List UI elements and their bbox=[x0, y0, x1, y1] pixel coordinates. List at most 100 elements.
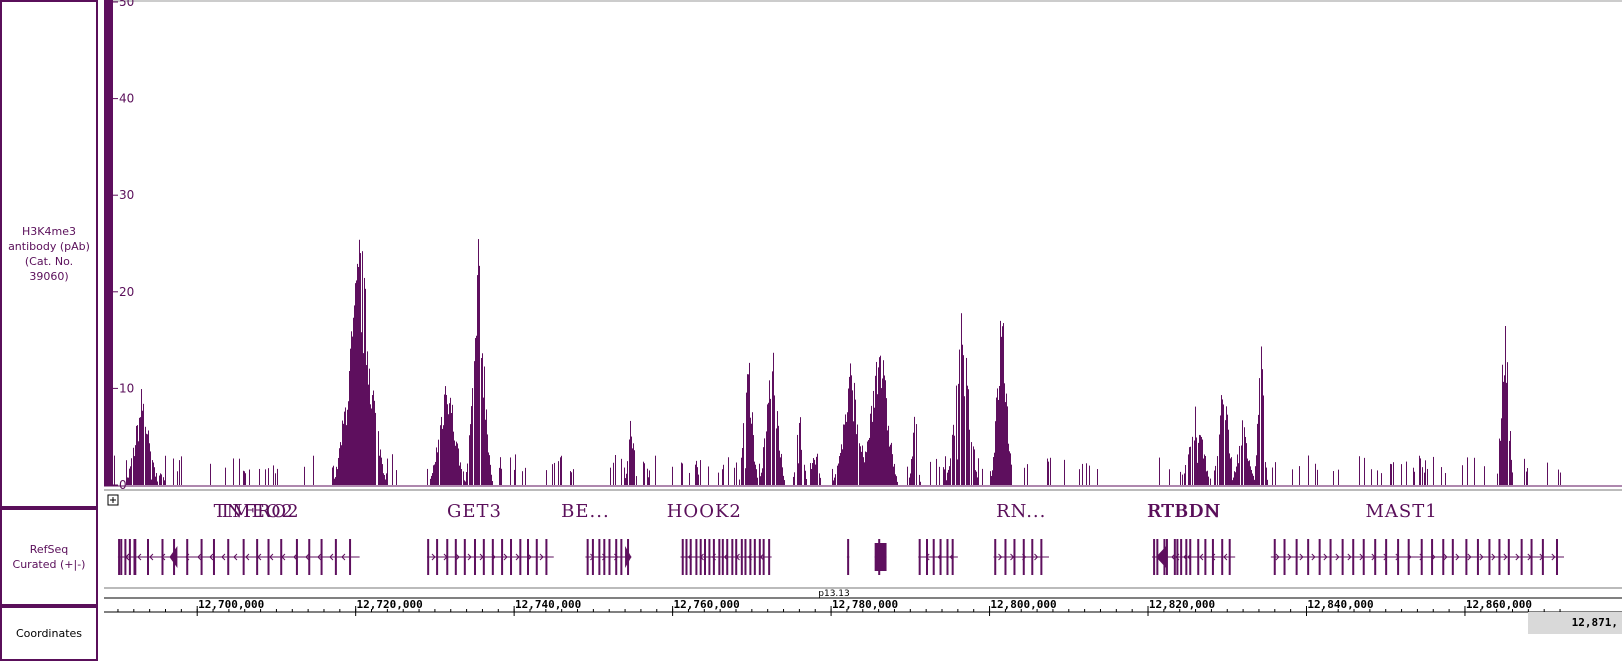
signal-bar bbox=[897, 481, 898, 485]
signal-bar bbox=[1371, 469, 1372, 485]
signal-bar bbox=[873, 390, 874, 485]
signal-bar bbox=[392, 454, 393, 485]
gene-exon bbox=[608, 539, 611, 575]
signal-bar bbox=[135, 445, 136, 485]
strand-arrow-icon bbox=[539, 553, 544, 561]
signal-bar bbox=[1419, 455, 1420, 485]
signal-bar bbox=[499, 467, 500, 485]
signal-bar bbox=[746, 392, 747, 485]
signal-bar bbox=[672, 466, 673, 485]
gene-exon bbox=[295, 539, 298, 575]
signal-bar bbox=[1524, 458, 1525, 485]
signal-bar bbox=[838, 463, 839, 485]
strand-arrow-icon bbox=[1431, 553, 1436, 561]
signal-bar bbox=[881, 388, 882, 485]
signal-bar bbox=[810, 463, 811, 485]
signal-bar bbox=[1227, 414, 1228, 485]
gene-exon bbox=[501, 539, 504, 575]
refseq-track-label[interactable]: RefSeq Curated (+|-) bbox=[0, 508, 98, 606]
signal-bar bbox=[469, 435, 470, 485]
gene-label-rtbdn: RTBDN bbox=[1148, 501, 1222, 522]
signal-bar bbox=[1182, 474, 1183, 485]
gene-exon bbox=[695, 539, 698, 575]
signal-bar bbox=[396, 470, 397, 485]
signal-bar bbox=[945, 456, 946, 485]
signal-bar bbox=[885, 380, 886, 485]
signal-bar bbox=[813, 458, 814, 485]
signal-bar bbox=[1248, 461, 1249, 485]
signal-bar bbox=[442, 428, 443, 485]
gene-exon bbox=[1318, 539, 1321, 575]
signal-bar bbox=[939, 466, 940, 485]
coordinate-tick-label: 12,700,000 bbox=[198, 598, 264, 611]
gene-exon bbox=[703, 539, 706, 575]
signal-bar bbox=[1190, 446, 1191, 485]
signal-bar bbox=[1064, 459, 1065, 485]
signal-bar bbox=[483, 397, 484, 485]
strand-arrow-icon bbox=[341, 553, 346, 561]
signal-bar bbox=[453, 431, 454, 485]
gene-exon bbox=[1273, 539, 1276, 575]
coordinates-track-label[interactable]: Coordinates bbox=[0, 606, 98, 661]
gene-exon bbox=[482, 539, 485, 575]
signal-bar bbox=[333, 465, 334, 485]
signal-bar bbox=[833, 480, 834, 485]
signal-bar bbox=[364, 277, 365, 485]
signal-bar bbox=[1204, 454, 1205, 485]
signal-bar bbox=[362, 251, 363, 485]
signal-bar bbox=[912, 456, 913, 485]
signal-bar bbox=[159, 475, 160, 485]
signal-track-label[interactable]: H3K4me3 antibody (pAb) (Cat. No. 39060) bbox=[0, 0, 98, 508]
signal-bar bbox=[438, 439, 439, 485]
signal-bar bbox=[907, 466, 908, 485]
signal-bar bbox=[913, 432, 914, 485]
signal-bar bbox=[855, 399, 856, 485]
signal-bar bbox=[963, 355, 964, 485]
signal-bar bbox=[338, 457, 339, 485]
signal-bar bbox=[143, 403, 144, 485]
signal-bar bbox=[862, 445, 863, 485]
expand-toggle-icon[interactable] bbox=[107, 494, 119, 506]
signal-bar bbox=[1292, 469, 1293, 485]
signal-bar bbox=[846, 421, 847, 485]
signal-bar bbox=[434, 464, 435, 485]
signal-bar bbox=[868, 439, 869, 485]
signal-bar bbox=[341, 445, 342, 485]
signal-bar bbox=[344, 411, 345, 485]
signal-bar bbox=[147, 434, 148, 485]
signal-bar bbox=[1253, 475, 1254, 485]
gene-exon bbox=[615, 539, 618, 575]
signal-bar bbox=[335, 477, 336, 485]
signal-bar bbox=[1413, 467, 1414, 485]
coordinate-edge-label: 12,871, bbox=[1572, 616, 1618, 629]
strand-arrow-icon bbox=[1407, 553, 1412, 561]
gene-exon bbox=[320, 539, 323, 575]
strand-arrow-icon bbox=[209, 553, 214, 561]
signal-bar bbox=[239, 458, 240, 485]
signal-bar bbox=[944, 469, 945, 485]
signal-bar bbox=[647, 468, 648, 485]
gene-exon bbox=[1211, 539, 1214, 575]
signal-bar bbox=[1199, 434, 1200, 485]
signal-bar bbox=[1257, 423, 1258, 485]
signal-bar bbox=[797, 434, 798, 485]
signal-bar bbox=[1250, 466, 1251, 485]
strand-arrow-icon bbox=[455, 553, 460, 561]
signal-bar bbox=[432, 473, 433, 485]
signal-bar bbox=[1194, 440, 1195, 485]
strand-arrow-icon bbox=[747, 553, 752, 561]
signal-bar bbox=[1338, 469, 1339, 485]
signal-bar bbox=[752, 412, 753, 485]
signal-bar bbox=[1010, 453, 1011, 485]
signal-bar bbox=[501, 468, 502, 485]
gene-exon bbox=[847, 539, 850, 575]
signal-bar bbox=[1048, 461, 1049, 485]
signal-bar bbox=[155, 476, 156, 485]
strand-arrow-icon bbox=[1199, 553, 1204, 561]
signal-bar bbox=[304, 466, 305, 485]
signal-bar bbox=[475, 338, 476, 485]
signal-bar bbox=[1390, 463, 1391, 485]
signal-bar bbox=[334, 478, 335, 485]
signal-bar bbox=[696, 460, 697, 485]
